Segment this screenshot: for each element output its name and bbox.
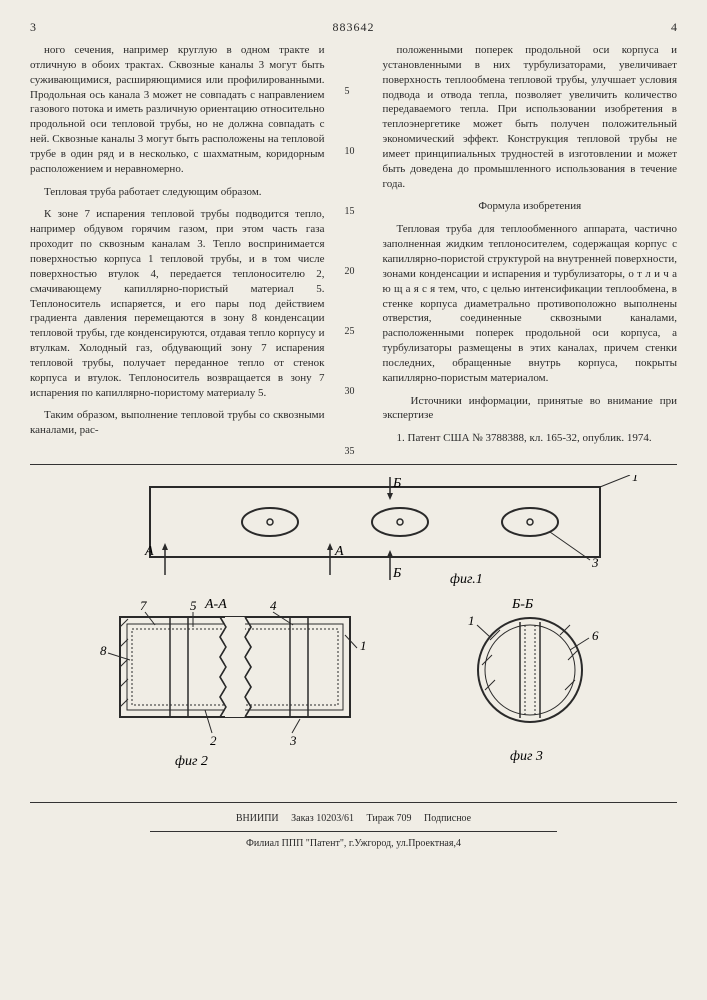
svg-text:4: 4 (270, 598, 277, 613)
line-number: 30 (345, 385, 355, 399)
svg-text:А: А (144, 544, 154, 559)
fig3: 1 6 фиг 3 (468, 613, 599, 764)
text-columns: ного сечения, например круглую в одном т… (30, 43, 677, 454)
fig3-label: фиг 3 (510, 749, 543, 764)
line-number: 10 (345, 145, 355, 159)
para: Тепловая труба работает следующим образо… (30, 185, 325, 200)
figures-svg: 1 3 А А Б Б фиг.1 А-А (30, 475, 670, 785)
page: 3 883642 4 ного сечения, например круглу… (0, 0, 707, 872)
fig2-label: фиг 2 (175, 754, 208, 769)
header: 3 883642 4 (30, 20, 677, 35)
section-bb-label: Б-Б (511, 597, 533, 612)
doc-number: 883642 (333, 20, 375, 35)
section-aa-label: А-А (204, 597, 227, 612)
svg-text:Б: Б (392, 566, 401, 581)
line-number: 35 (345, 445, 355, 459)
para: Тепловая труба для теплообменного аппара… (383, 222, 678, 385)
fig1-label: фиг.1 (450, 572, 483, 587)
formula-title: Формула изобретения (383, 199, 678, 214)
fig2: 8 7 5 2 4 3 1 фиг 2 (100, 598, 367, 769)
footer-line1: ВНИИПИ Заказ 10203/61 Тираж 709 Подписно… (30, 811, 677, 827)
footer-sub: Подписное (424, 813, 471, 824)
svg-text:5: 5 (190, 598, 197, 613)
para: положенными поперек продольной оси корпу… (383, 43, 678, 191)
line-number: 25 (345, 325, 355, 339)
line-number: 5 (345, 85, 350, 99)
line-number: 20 (345, 265, 355, 279)
source-item: 1. Патент США № 3788388, кл. 165-32, опу… (383, 431, 678, 446)
svg-text:6: 6 (592, 628, 599, 643)
svg-text:1: 1 (360, 638, 367, 653)
footer-org: ВНИИПИ (236, 813, 279, 824)
figures-block: 1 3 А А Б Б фиг.1 А-А (30, 464, 677, 790)
page-num-left: 3 (30, 20, 36, 35)
svg-text:А: А (334, 544, 344, 559)
svg-text:8: 8 (100, 643, 107, 658)
svg-text:Б: Б (392, 476, 401, 491)
svg-text:3: 3 (591, 555, 599, 570)
para: ного сечения, например круглую в одном т… (30, 43, 325, 177)
column-left: ного сечения, например круглую в одном т… (30, 43, 325, 454)
footer: ВНИИПИ Заказ 10203/61 Тираж 709 Подписно… (30, 802, 677, 852)
para: К зоне 7 испарения тепловой трубы подвод… (30, 207, 325, 400)
line-number: 15 (345, 205, 355, 219)
page-num-right: 4 (671, 20, 677, 35)
fig1: 1 3 А А Б Б фиг.1 (144, 475, 639, 587)
svg-text:2: 2 (210, 733, 217, 748)
para: Таким образом, выполнение тепловой трубы… (30, 408, 325, 438)
footer-tirazh: Тираж 709 (366, 813, 411, 824)
svg-text:1: 1 (468, 613, 475, 628)
footer-line2: Филиал ППП "Патент", г.Ужгород, ул.Проек… (30, 836, 677, 852)
svg-text:1: 1 (632, 475, 639, 484)
sources-title: Источники информации, принятые во вниман… (383, 394, 678, 424)
svg-text:7: 7 (140, 598, 147, 613)
line-numbers: 5 10 15 20 25 30 35 (345, 43, 363, 454)
svg-text:3: 3 (289, 733, 297, 748)
footer-order: Заказ 10203/61 (291, 813, 354, 824)
column-right: положенными поперек продольной оси корпу… (383, 43, 678, 454)
